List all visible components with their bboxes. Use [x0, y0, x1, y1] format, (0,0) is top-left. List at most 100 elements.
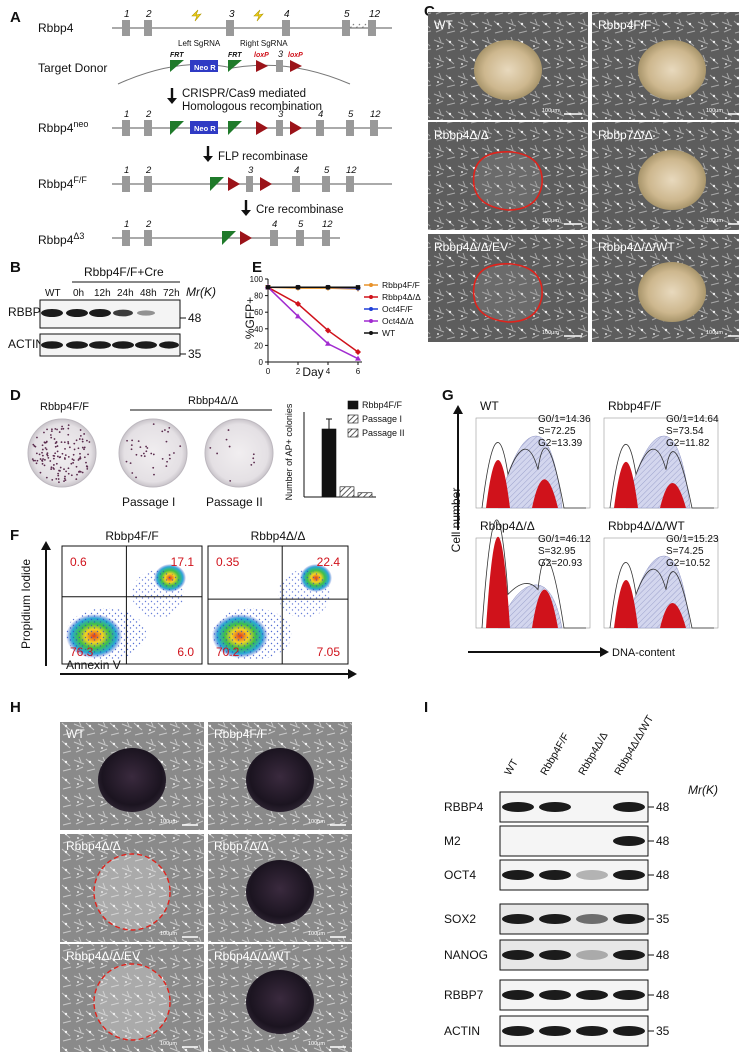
- lane-72h: 72h: [163, 288, 180, 299]
- i-row-m2: M2: [444, 834, 461, 848]
- g-g1-peak: [486, 536, 510, 628]
- ap-colony-dot: [43, 431, 45, 434]
- ap-colony-dot: [54, 452, 57, 455]
- i-row-rbbp4: RBBP4: [444, 800, 484, 814]
- lane-0h: 0h: [73, 288, 84, 299]
- ap-colony-dot: [42, 458, 44, 460]
- g-g01-2: G0/1=46.12: [538, 534, 591, 545]
- c-scale-label: 100μm: [706, 108, 723, 114]
- d-legend-label: Rbbp4F/F: [362, 400, 403, 410]
- c-label-0: WT: [434, 18, 453, 32]
- exon-4: 4: [284, 9, 290, 20]
- ap-bar-chart: Rbbp4F/F Passage I Passage II: [303, 400, 405, 498]
- right-sgrna-label: Right SgRNA: [240, 39, 288, 48]
- ap-colony-dot: [252, 453, 255, 456]
- row-label-rbbp4: Rbbp4: [38, 21, 74, 35]
- ap-colony-dot: [79, 452, 81, 455]
- e-xtick-label: 6: [356, 367, 361, 376]
- ap-colony-dot: [229, 479, 232, 482]
- g-g01-0: G0/1=14.36: [538, 414, 591, 425]
- e-xtick-label: 2: [296, 367, 301, 376]
- d-bar: [357, 492, 373, 498]
- ap-colony-dot: [67, 472, 70, 475]
- svg-text:12: 12: [322, 219, 333, 230]
- ap-colony-dot: [86, 465, 88, 468]
- i-band: [502, 990, 534, 1000]
- ap-colony-dot: [57, 478, 60, 480]
- ap-colony-dot: [32, 443, 35, 446]
- i-lane-dd: Rbbp4Δ/Δ: [576, 730, 610, 777]
- ap-colony-dot: [49, 460, 52, 462]
- ap-colony-dot: [129, 462, 132, 465]
- exon-2: 2: [145, 9, 152, 20]
- h-label-0: WT: [66, 727, 85, 741]
- e-point: [295, 313, 301, 319]
- c-image-4: [428, 234, 588, 342]
- svg-text:3: 3: [278, 49, 283, 59]
- i-marker-label: 35: [656, 912, 670, 926]
- ap-colony-dot: [78, 470, 80, 473]
- ap-colony-dot: [79, 434, 82, 437]
- ap-colony-dot: [35, 462, 38, 465]
- e-legend-marker: [369, 331, 373, 335]
- row-label-rbbp4-delta3: Rbbp4Δ3: [38, 231, 84, 247]
- f-q-ll: 70.2: [216, 645, 240, 659]
- i-band: [539, 870, 571, 880]
- ap-colony-dot: [47, 456, 50, 459]
- g-g2-2: G2=20.93: [538, 558, 583, 569]
- ap-colony-dot: [77, 447, 80, 450]
- ap-colony-dot: [56, 455, 59, 458]
- ap-colony-dot: [86, 468, 89, 470]
- ap-colony-dot: [51, 428, 53, 431]
- ap-colony-dot: [252, 457, 255, 460]
- panel-h: WT 100μm Rbbp4F/F 100μm Rbbp4Δ/Δ 100μm Rbbp7Δ/…: [60, 722, 352, 1052]
- ap-colony-dot: [163, 429, 166, 431]
- ap-colony-dot: [143, 455, 146, 458]
- e-point: [265, 285, 271, 290]
- h-label-1: Rbbp4F/F: [214, 727, 267, 741]
- e-point: [295, 300, 301, 307]
- ap-colony-dot: [83, 448, 85, 451]
- i-band: [576, 990, 608, 1000]
- h-colony-3: [246, 860, 314, 924]
- e-point: [355, 355, 361, 361]
- ap-colony-dot: [73, 448, 76, 451]
- e-ytick-label: 0: [259, 358, 264, 367]
- arrow3-label: Cre recombinase: [256, 204, 344, 216]
- ap-colony-dot: [39, 471, 42, 474]
- ap-colony-dot: [31, 458, 34, 461]
- i-row-oct4: OCT4: [444, 868, 476, 882]
- g-ylabel: Cell number: [449, 488, 463, 553]
- ap-colony-dot: [125, 460, 128, 463]
- svg-text:5: 5: [324, 165, 330, 176]
- ap-colony-dot: [130, 448, 133, 451]
- svg-text:1: 1: [124, 219, 129, 230]
- i-band: [613, 836, 645, 846]
- g-g2-1: G2=11.82: [666, 438, 710, 449]
- lane-wt: WT: [45, 288, 61, 299]
- lane-48h: 48h: [140, 288, 157, 299]
- i-band: [539, 1026, 571, 1036]
- i-lane-ddwt: Rbbp4Δ/Δ/WT: [612, 713, 656, 778]
- exon-12: 12: [369, 9, 381, 20]
- ap-colony-dot: [58, 431, 61, 433]
- d-legend-swatch: [347, 414, 359, 424]
- ap-colony-dot: [75, 465, 78, 468]
- i-band: [539, 802, 571, 812]
- e-series-line: [267, 286, 359, 353]
- i-row-sox2: SOX2: [444, 912, 476, 926]
- ap-colony-dot: [55, 477, 58, 480]
- i-band: [576, 1026, 608, 1036]
- ap-colony-dot: [228, 445, 231, 448]
- h-label-4: Rbbp4Δ/Δ/EV: [66, 949, 140, 963]
- e-legend-marker: [369, 307, 373, 311]
- ap-colony-dot: [53, 438, 56, 440]
- f-scatter-cloud2: [278, 570, 330, 618]
- panel-letter-c: C: [424, 3, 435, 20]
- e-legend-label: Rbbp4F/F: [382, 280, 420, 290]
- ap-colony-dot: [41, 451, 43, 454]
- ap-colony-dot: [71, 458, 74, 461]
- e-legend-label: Rbbp4Δ/Δ: [382, 292, 421, 302]
- d-label-passage1: Passage I: [122, 495, 175, 509]
